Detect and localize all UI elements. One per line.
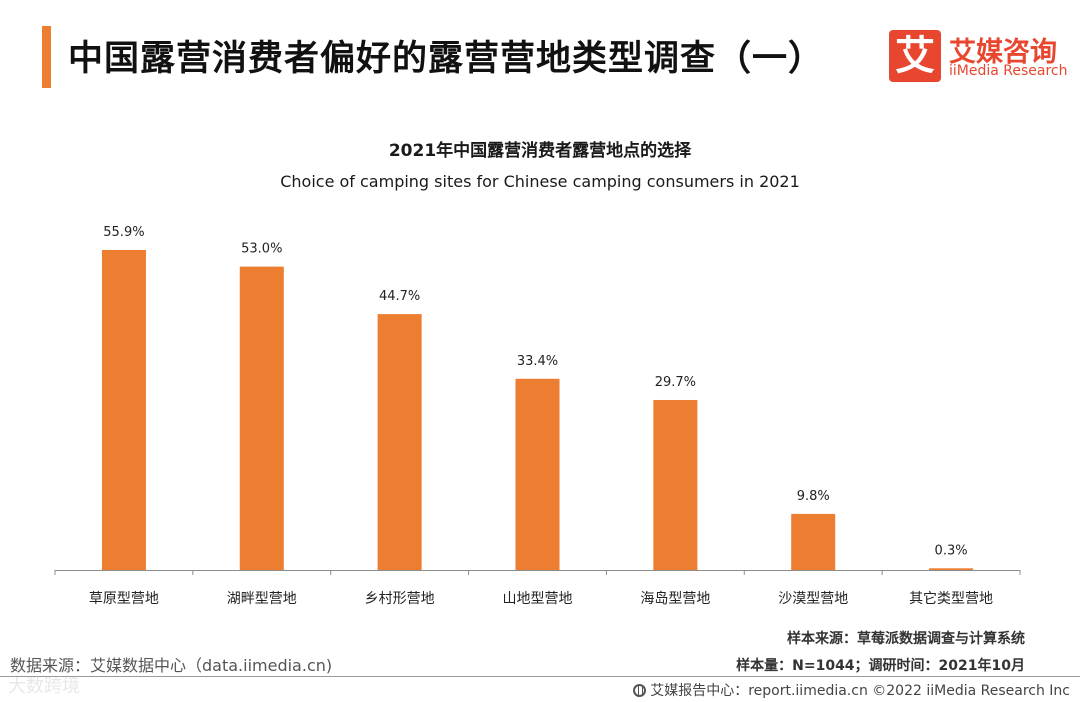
x-tick-label: 海岛型营地 [640, 591, 710, 607]
logo-mark-icon: 艾 [889, 30, 941, 82]
bar [791, 513, 836, 570]
brand-logo[interactable]: 艾 艾媒咨询 iiMedia Research [889, 30, 1069, 84]
page-title: 中国露营消费者偏好的露营营地类型调查（一） [68, 39, 825, 79]
x-tick-label: 草原型营地 [89, 591, 159, 607]
data-label: 0.3% [935, 543, 968, 558]
x-tick-label: 沙漠型营地 [778, 591, 848, 607]
x-tick-label: 湖畔型营地 [227, 591, 297, 607]
data-label: 29.7% [655, 375, 696, 390]
bar [101, 250, 146, 570]
bar [515, 378, 560, 570]
footer-text: 艾媒报告中心：report.iimedia.cn ©2022 iiMedia R… [650, 683, 1070, 699]
watermark: 大数跨境 [8, 676, 80, 697]
globe-icon [633, 683, 647, 697]
data-label: 33.4% [517, 354, 558, 369]
data-label: 44.7% [379, 289, 420, 304]
logo-name-en: iiMedia Research [949, 63, 1068, 79]
sample-source-note: 样本来源：草莓派数据调查与计算系统 [787, 631, 1025, 647]
bar [653, 399, 698, 570]
chart-title: 2021年中国露营消费者露营地点的选择 [388, 141, 692, 161]
title-accent-bar [42, 26, 51, 88]
data-label: 55.9% [103, 225, 144, 240]
footer: 艾媒报告中心：report.iimedia.cn ©2022 iiMedia R… [633, 680, 1070, 700]
chart-subtitle: Choice of camping sites for Chinese camp… [280, 172, 800, 191]
bar [929, 568, 974, 570]
data-source: 数据来源：艾媒数据中心（data.iimedia.cn) [10, 656, 333, 675]
data-label: 53.0% [241, 242, 282, 257]
x-tick-label: 山地型营地 [503, 591, 573, 607]
x-tick-label: 乡村形营地 [365, 591, 435, 607]
logo-name-cn: 艾媒咨询 [949, 37, 1057, 68]
bar [377, 314, 422, 570]
footer-divider [0, 676, 1080, 677]
sample-size-note: 样本量：N=1044；调研时间：2021年10月 [736, 658, 1025, 674]
x-tick-label: 其它类型营地 [909, 590, 993, 607]
bar [239, 266, 284, 570]
data-label: 9.8% [797, 489, 830, 504]
